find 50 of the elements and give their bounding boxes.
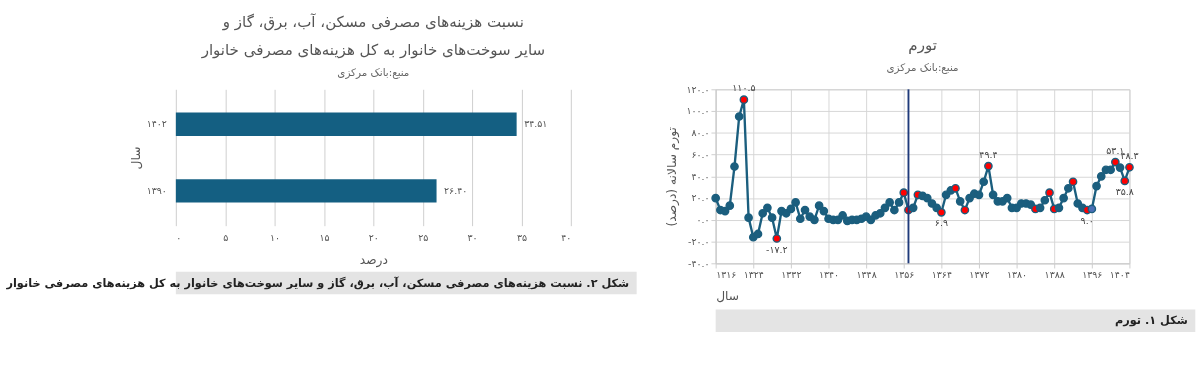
x-tick-label: ۳۵ (516, 232, 527, 244)
x-tick-label: ۰ (176, 232, 182, 244)
x-tick-label: ۱۳۹۶ (1082, 268, 1103, 280)
x-tick-label: ۱۳۵۶ (894, 268, 915, 280)
text: شکل ۲. نسبت هزینه‌های مصرفی مسکن، آب، برق، گاز و سایر سوخت‌های خانوار به کل هزینه‌های مصرفی خانوار (5, 275, 630, 290)
x-axis-title: سال (716, 289, 739, 304)
x-axis-title: درصد (359, 252, 388, 268)
y-tick-label: ۶۰.۰ (691, 148, 710, 160)
text: شکل ۱. تورم (1115, 314, 1188, 328)
x-tick-label: ۱۳۱۶ (716, 268, 737, 280)
x-tick-label: ۴۰ (561, 232, 572, 244)
data-label: ۲۶.۴۰ (444, 184, 468, 196)
data-label: -۱۷.۲ (766, 243, 788, 255)
x-tick-label: ۱۳۶۴ (931, 268, 952, 280)
y-tick-label: -۲۰.۰ (688, 235, 710, 247)
x-tick-label: ۱۴۰۴ (1109, 268, 1130, 280)
y-tick-label: ۱۳۹۰ (146, 184, 167, 196)
x-tick-label: ۱۵ (319, 232, 330, 244)
y-axis-title: سال (129, 146, 144, 170)
data-label: ۱۱۰.۵ (732, 82, 756, 94)
data-label: ۴۹.۴ (979, 148, 998, 160)
x-tick-label: ۵ (223, 232, 229, 244)
data-label: ۶.۹ (934, 217, 948, 229)
x-tick-label: ۱۰ (270, 232, 281, 244)
x-tick-label: ۱۳۲۴ (743, 268, 764, 280)
y-tick-label: ۸۰.۰ (691, 127, 710, 139)
x-tick-label: ۱۳۴۰ (818, 268, 840, 280)
x-tick-label: ۱۳۸۸ (1044, 268, 1065, 280)
data-label: ۳۵.۸ (1115, 185, 1134, 197)
x-tick-label: ۲۰ (368, 232, 379, 244)
x-tick-label: ۱۳۷۲ (969, 268, 990, 280)
x-tick-label: ۱۳۸۰ (1006, 268, 1028, 280)
x-tick-label: ۱۳۳۲ (781, 268, 802, 280)
y-tick-label: -۴۰.۰ (688, 257, 710, 269)
chart-title: نسبت هزینه‌های مصرفی مسکن، آب، برق، گاز و سایر سوخت‌های خانوار به کل هزینه‌های مصرفی خانوار (200, 13, 546, 60)
chart-subtitle: منبع:بانک مرکزی (337, 66, 410, 80)
chart-title: تورم (908, 35, 937, 54)
x-tick-label: ۲۵ (418, 232, 429, 244)
x-tick-label: ۳۰ (467, 232, 478, 244)
y-tick-label: ۴۰.۰ (691, 170, 710, 182)
x-tick-label: ۱۳۴۸ (856, 268, 877, 280)
y-tick-label: ۱۲۰.۰ (686, 83, 710, 95)
y-axis-title: تورم سالانه (درصد) (665, 127, 681, 227)
data-label: ۹.۰ (1080, 215, 1094, 227)
y-tick-label: ۱۴۰۲ (146, 118, 167, 130)
y-tick-label: ۰.۰ (696, 214, 710, 226)
y-tick-label: ۱۰۰.۰ (686, 105, 710, 117)
chart-subtitle: منبع:بانک مرکزی (886, 60, 959, 74)
y-tick-label: ۲۰.۰ (691, 192, 710, 204)
data-label: ۳۴.۵۱ (524, 118, 548, 130)
